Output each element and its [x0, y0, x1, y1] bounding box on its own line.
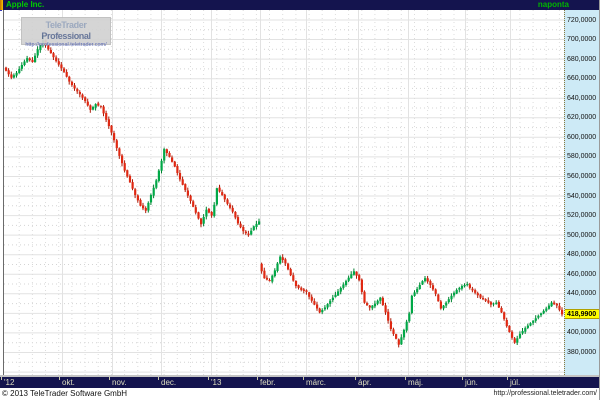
interval-label[interactable]: naponta: [537, 0, 569, 9]
watermark-url: http://professional.teletrader.com/: [25, 42, 107, 48]
month-tick: [1, 377, 2, 380]
price-axis[interactable]: 418,9900 720,0000 700,0000 680,0000 660,000…: [564, 10, 599, 375]
price-tick-label: 600,0000: [567, 133, 597, 141]
status-footer: © 2013 TeleTrader Software GmbH http://p…: [0, 388, 599, 400]
price-tick-label: 380,0000: [567, 349, 597, 356]
month-tick: [507, 377, 508, 380]
watermark: TeleTrader Professional http://professio…: [21, 17, 111, 48]
plot-area[interactable]: TeleTrader Professional http://professio…: [3, 10, 564, 375]
price-tick-label: 640,0000: [567, 94, 597, 102]
footer-url[interactable]: http://professional.teletrader.com/: [493, 390, 598, 397]
price-tick-label: 540,0000: [567, 192, 597, 200]
price-tick-label: 500,0000: [567, 231, 597, 239]
footer-copyright: © 2013 TeleTrader Software GmbH: [2, 389, 128, 398]
symbol-bar: Apple Inc. naponta: [0, 0, 599, 10]
last-price-badge: 418,9900: [565, 309, 599, 320]
month-tick: [355, 377, 356, 380]
month-label: máj.: [408, 378, 424, 387]
month-label: márc.: [306, 378, 326, 387]
month-label: ápr.: [358, 378, 372, 387]
price-tick-label: 520,0000: [567, 212, 597, 220]
price-tick-label: 660,0000: [567, 75, 597, 83]
price-tick-label: 620,0000: [567, 114, 597, 122]
month-tick: [303, 377, 304, 380]
month-tick: [158, 377, 159, 380]
price-tick-label: 680,0000: [567, 55, 597, 63]
price-tick-label: 580,0000: [567, 153, 597, 161]
month-label: nov.: [112, 378, 127, 387]
price-tick-label: 460,0000: [567, 270, 597, 278]
price-tick-label: 400,0000: [567, 329, 597, 337]
price-tick-label: 480,0000: [567, 251, 597, 259]
month-label: okt.: [62, 378, 75, 387]
price-tick-label: 440,0000: [567, 290, 597, 298]
candlestick-canvas: [4, 10, 564, 375]
month-tick: [257, 377, 258, 380]
price-tick-label: 700,0000: [567, 36, 597, 43]
month-label: '12: [4, 378, 15, 387]
left-accent-stripe: [0, 0, 3, 10]
time-axis[interactable]: '12 okt. nov. dec. '13 febr. márc. ápr. máj. jún.…: [0, 375, 599, 388]
month-tick: [59, 377, 60, 380]
month-label: dec.: [161, 378, 177, 387]
month-label: febr.: [260, 378, 276, 387]
month-tick: [208, 377, 209, 380]
price-tick-label: 560,0000: [567, 173, 597, 180]
watermark-brand: TeleTrader Professional: [41, 20, 91, 41]
month-tick: [462, 377, 463, 380]
month-tick: [109, 377, 110, 380]
price-tick-label: 720,0000: [567, 16, 597, 24]
month-label: '13: [211, 378, 222, 387]
symbol-label: Apple Inc.: [6, 0, 45, 9]
month-label: jún.: [465, 378, 478, 387]
month-tick: [405, 377, 406, 380]
month-label: júl.: [510, 378, 521, 387]
